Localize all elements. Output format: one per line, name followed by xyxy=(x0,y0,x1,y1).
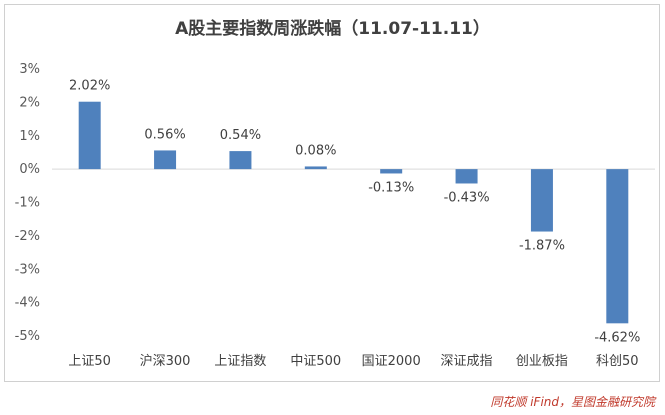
data-label: 2.02% xyxy=(69,79,110,94)
chart-title: A股主要指数周涨跌幅（11.07-11.11） xyxy=(175,19,490,39)
data-label: -1.87% xyxy=(519,239,565,254)
x-tick-label: 上证50 xyxy=(68,354,111,369)
y-tick-label: 3% xyxy=(19,62,40,77)
bar xyxy=(530,169,553,232)
y-tick-label: -4% xyxy=(15,296,40,311)
data-label: -0.43% xyxy=(444,190,490,205)
x-tick-label: 创业板指 xyxy=(516,354,568,369)
bar xyxy=(78,101,101,170)
data-label: -0.13% xyxy=(368,180,414,195)
data-label: -4.62% xyxy=(594,330,640,345)
data-label: 0.56% xyxy=(144,127,185,142)
x-tick-label: 深证成指 xyxy=(441,354,493,369)
x-tick-label: 科创50 xyxy=(596,354,639,369)
y-tick-label: 2% xyxy=(19,95,40,110)
y-tick-label: 1% xyxy=(19,129,40,144)
y-tick-label: 0% xyxy=(19,162,40,177)
bar xyxy=(229,151,252,170)
x-tick-label: 国证2000 xyxy=(362,354,421,369)
y-tick-label: -3% xyxy=(15,262,40,277)
bar xyxy=(606,169,629,324)
x-tick-label: 中证500 xyxy=(290,354,341,369)
source-note: 同花顺 iFind，星图金融研究院 xyxy=(490,395,655,409)
bar-chart: 3% 2% 1% 0% -1% -2% -3% -4% -5% 2.02% 上证50 0.56% 沪深3… xyxy=(15,62,655,369)
data-label: 0.54% xyxy=(220,128,261,143)
data-label: 0.08% xyxy=(295,143,336,158)
y-tick-label: -1% xyxy=(15,196,40,211)
y-tick-label: -2% xyxy=(15,229,40,244)
bar xyxy=(380,169,403,174)
bar xyxy=(304,166,327,170)
y-tick-label: -5% xyxy=(15,329,40,344)
bar xyxy=(455,169,478,184)
x-tick-label: 上证指数 xyxy=(214,354,266,369)
bar xyxy=(154,150,177,170)
x-tick-label: 沪深300 xyxy=(140,353,191,369)
